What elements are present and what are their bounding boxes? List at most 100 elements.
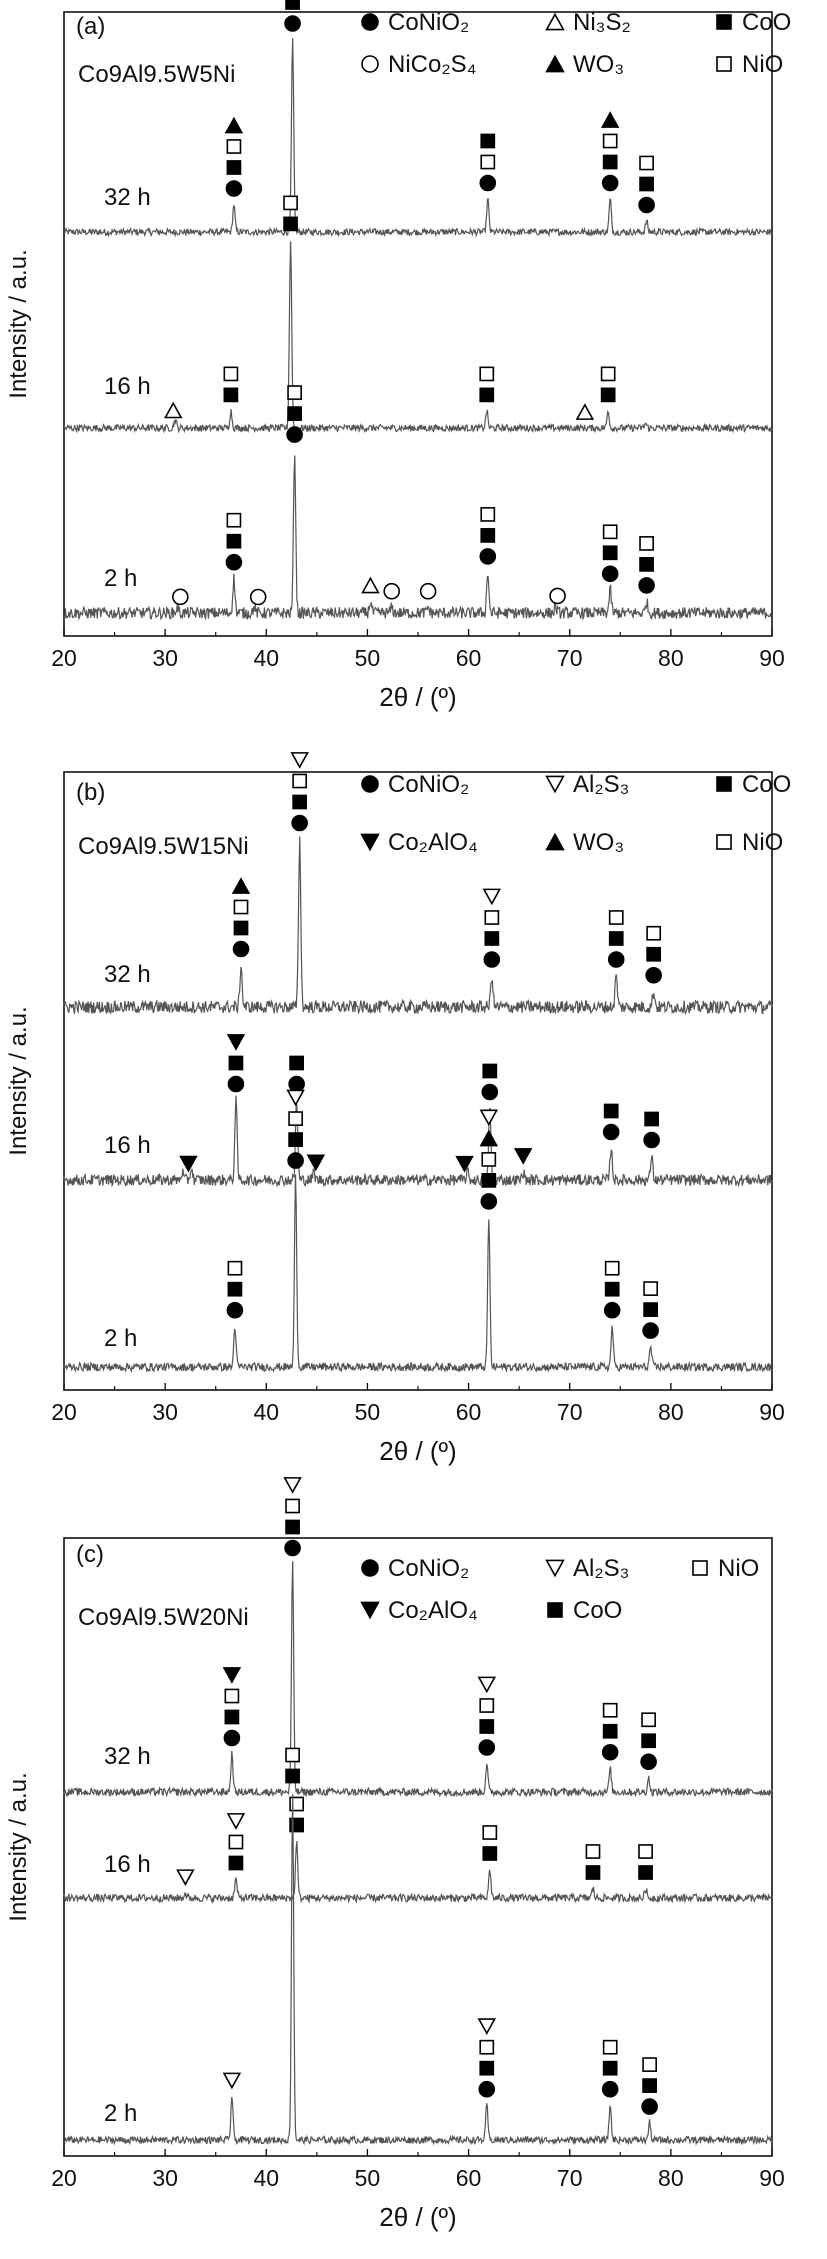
marker-square-filled [480, 133, 496, 149]
marker-circle-filled [607, 951, 625, 968]
marker-circle-filled [638, 577, 655, 594]
series-2-h: 2 h [63, 385, 773, 621]
marker-square-filled [227, 1281, 243, 1297]
sample-title: Co9Al9.5W5Ni [78, 61, 235, 88]
marker-triangle-down-open [545, 1559, 565, 1578]
marker-square-filled [226, 533, 242, 549]
marker-square-open [479, 2039, 495, 2055]
marker-square-filled [482, 1063, 498, 1079]
marker-circle-filled [225, 180, 243, 197]
panel-label: (b) [76, 779, 105, 806]
marker-square-filled [641, 1733, 656, 1749]
marker-square-open [479, 1698, 495, 1713]
sample-title: Co9Al9.5W20Ni [78, 1604, 249, 1631]
series-line [63, 1174, 773, 1374]
marker-square-filled [716, 14, 732, 30]
marker-square-open [604, 1260, 620, 1276]
marker-square-open [227, 1260, 243, 1276]
marker-triangle-down-open [482, 888, 502, 906]
legend-label: WO₃ [573, 51, 624, 78]
legend-label: NiO [718, 1555, 759, 1582]
marker-square-filled [224, 1709, 240, 1725]
marker-square-filled [292, 794, 308, 810]
series-16-h: 16 h [63, 195, 773, 434]
marker-triangle-down-open [176, 1869, 195, 1887]
marker-circle-filled [638, 196, 655, 214]
legend-label: CoO [742, 771, 791, 798]
marker-circle-filled [480, 1193, 498, 1210]
marker-square-filled [289, 1055, 304, 1071]
marker-square-filled [482, 1846, 498, 1861]
marker-square-open [480, 154, 496, 170]
marker-square-open [226, 512, 242, 528]
marker-square-filled [585, 1865, 601, 1880]
series-label: 32 h [104, 1743, 151, 1770]
series-line [63, 455, 773, 621]
marker-square-open [602, 524, 618, 540]
x-tick-label: 30 [152, 1399, 178, 1425]
marker-square-open [716, 834, 732, 850]
y-axis-label: Intensity / a.u. [5, 249, 32, 398]
marker-square-filled [600, 387, 616, 403]
xrd-panel-3: 20 30 40 50 60 70 80 90 2θ / (º) Intensity / a.u.… [5, 1477, 785, 2232]
legend: CoNiO₂ Al₂S₃ NiO Co₂AlO₄ CoO [360, 1555, 759, 1624]
series-2-h: 2 h [63, 1089, 773, 1374]
x-tick-label: 90 [759, 645, 785, 671]
series-32-h: 32 h [63, 752, 773, 1016]
series-label: 32 h [104, 184, 151, 211]
marker-circle-filled [288, 1075, 305, 1093]
marker-circle-filled [483, 951, 501, 968]
marker-square-open [638, 1844, 653, 1859]
marker-square-open [484, 910, 500, 925]
marker-triangle-up-open [545, 12, 565, 31]
x-tick-label: 80 [658, 2165, 684, 2191]
marker-square-open [288, 1111, 303, 1126]
marker-square-filled [288, 1132, 303, 1147]
series-line [63, 38, 773, 238]
marker-square-filled [285, 1768, 300, 1784]
marker-triangle-down-open [290, 752, 309, 769]
marker-square-open [646, 925, 662, 941]
x-tick-label: 60 [456, 645, 482, 671]
marker-circle-filled [478, 1739, 496, 1756]
marker-circle-filled [642, 1322, 659, 1339]
marker-circle-open [549, 587, 566, 605]
x-tick-label: 60 [456, 2165, 482, 2191]
marker-square-filled [479, 2060, 495, 2076]
x-axis-label: 2θ / (º) [379, 1436, 456, 1466]
marker-square-filled [479, 387, 495, 403]
marker-square-filled [228, 1055, 244, 1071]
marker-triangle-down-filled [360, 1601, 380, 1620]
marker-square-filled [228, 1855, 244, 1871]
marker-square-filled [646, 946, 662, 962]
series-32-h: 32 h [63, 0, 773, 238]
marker-circle-filled [479, 174, 497, 192]
marker-circle-filled [645, 966, 662, 984]
marker-triangle-down-filled [360, 833, 380, 852]
marker-square-filled [642, 2078, 657, 2093]
marker-triangle-down-open [479, 1109, 499, 1127]
marker-square-filled [226, 160, 242, 175]
marker-square-open [585, 1844, 601, 1859]
x-tick-label: 40 [253, 1399, 279, 1425]
marker-circle-filled [361, 13, 379, 31]
marker-square-open [480, 507, 496, 522]
marker-triangle-up-open [575, 403, 595, 420]
marker-square-open [482, 1825, 498, 1840]
series-label: 16 h [104, 373, 151, 400]
marker-square-open [224, 1688, 240, 1704]
series-line [63, 1794, 773, 2146]
marker-circle-filled [601, 2080, 619, 2098]
x-tick-label: 90 [759, 1399, 785, 1425]
marker-square-open [481, 1152, 497, 1167]
series-line [63, 1841, 773, 1904]
marker-square-open [639, 155, 654, 171]
marker-square-filled [638, 1865, 653, 1880]
marker-square-filled [223, 387, 239, 403]
x-tick-label: 50 [355, 645, 381, 671]
panel-label: (a) [76, 13, 105, 40]
series-line [63, 1561, 773, 1798]
marker-square-filled [639, 176, 654, 192]
xrd-panel-2: 20 30 40 50 60 70 80 90 2θ / (º) Intensity / a.u.… [5, 752, 791, 1466]
marker-square-open [283, 195, 298, 211]
